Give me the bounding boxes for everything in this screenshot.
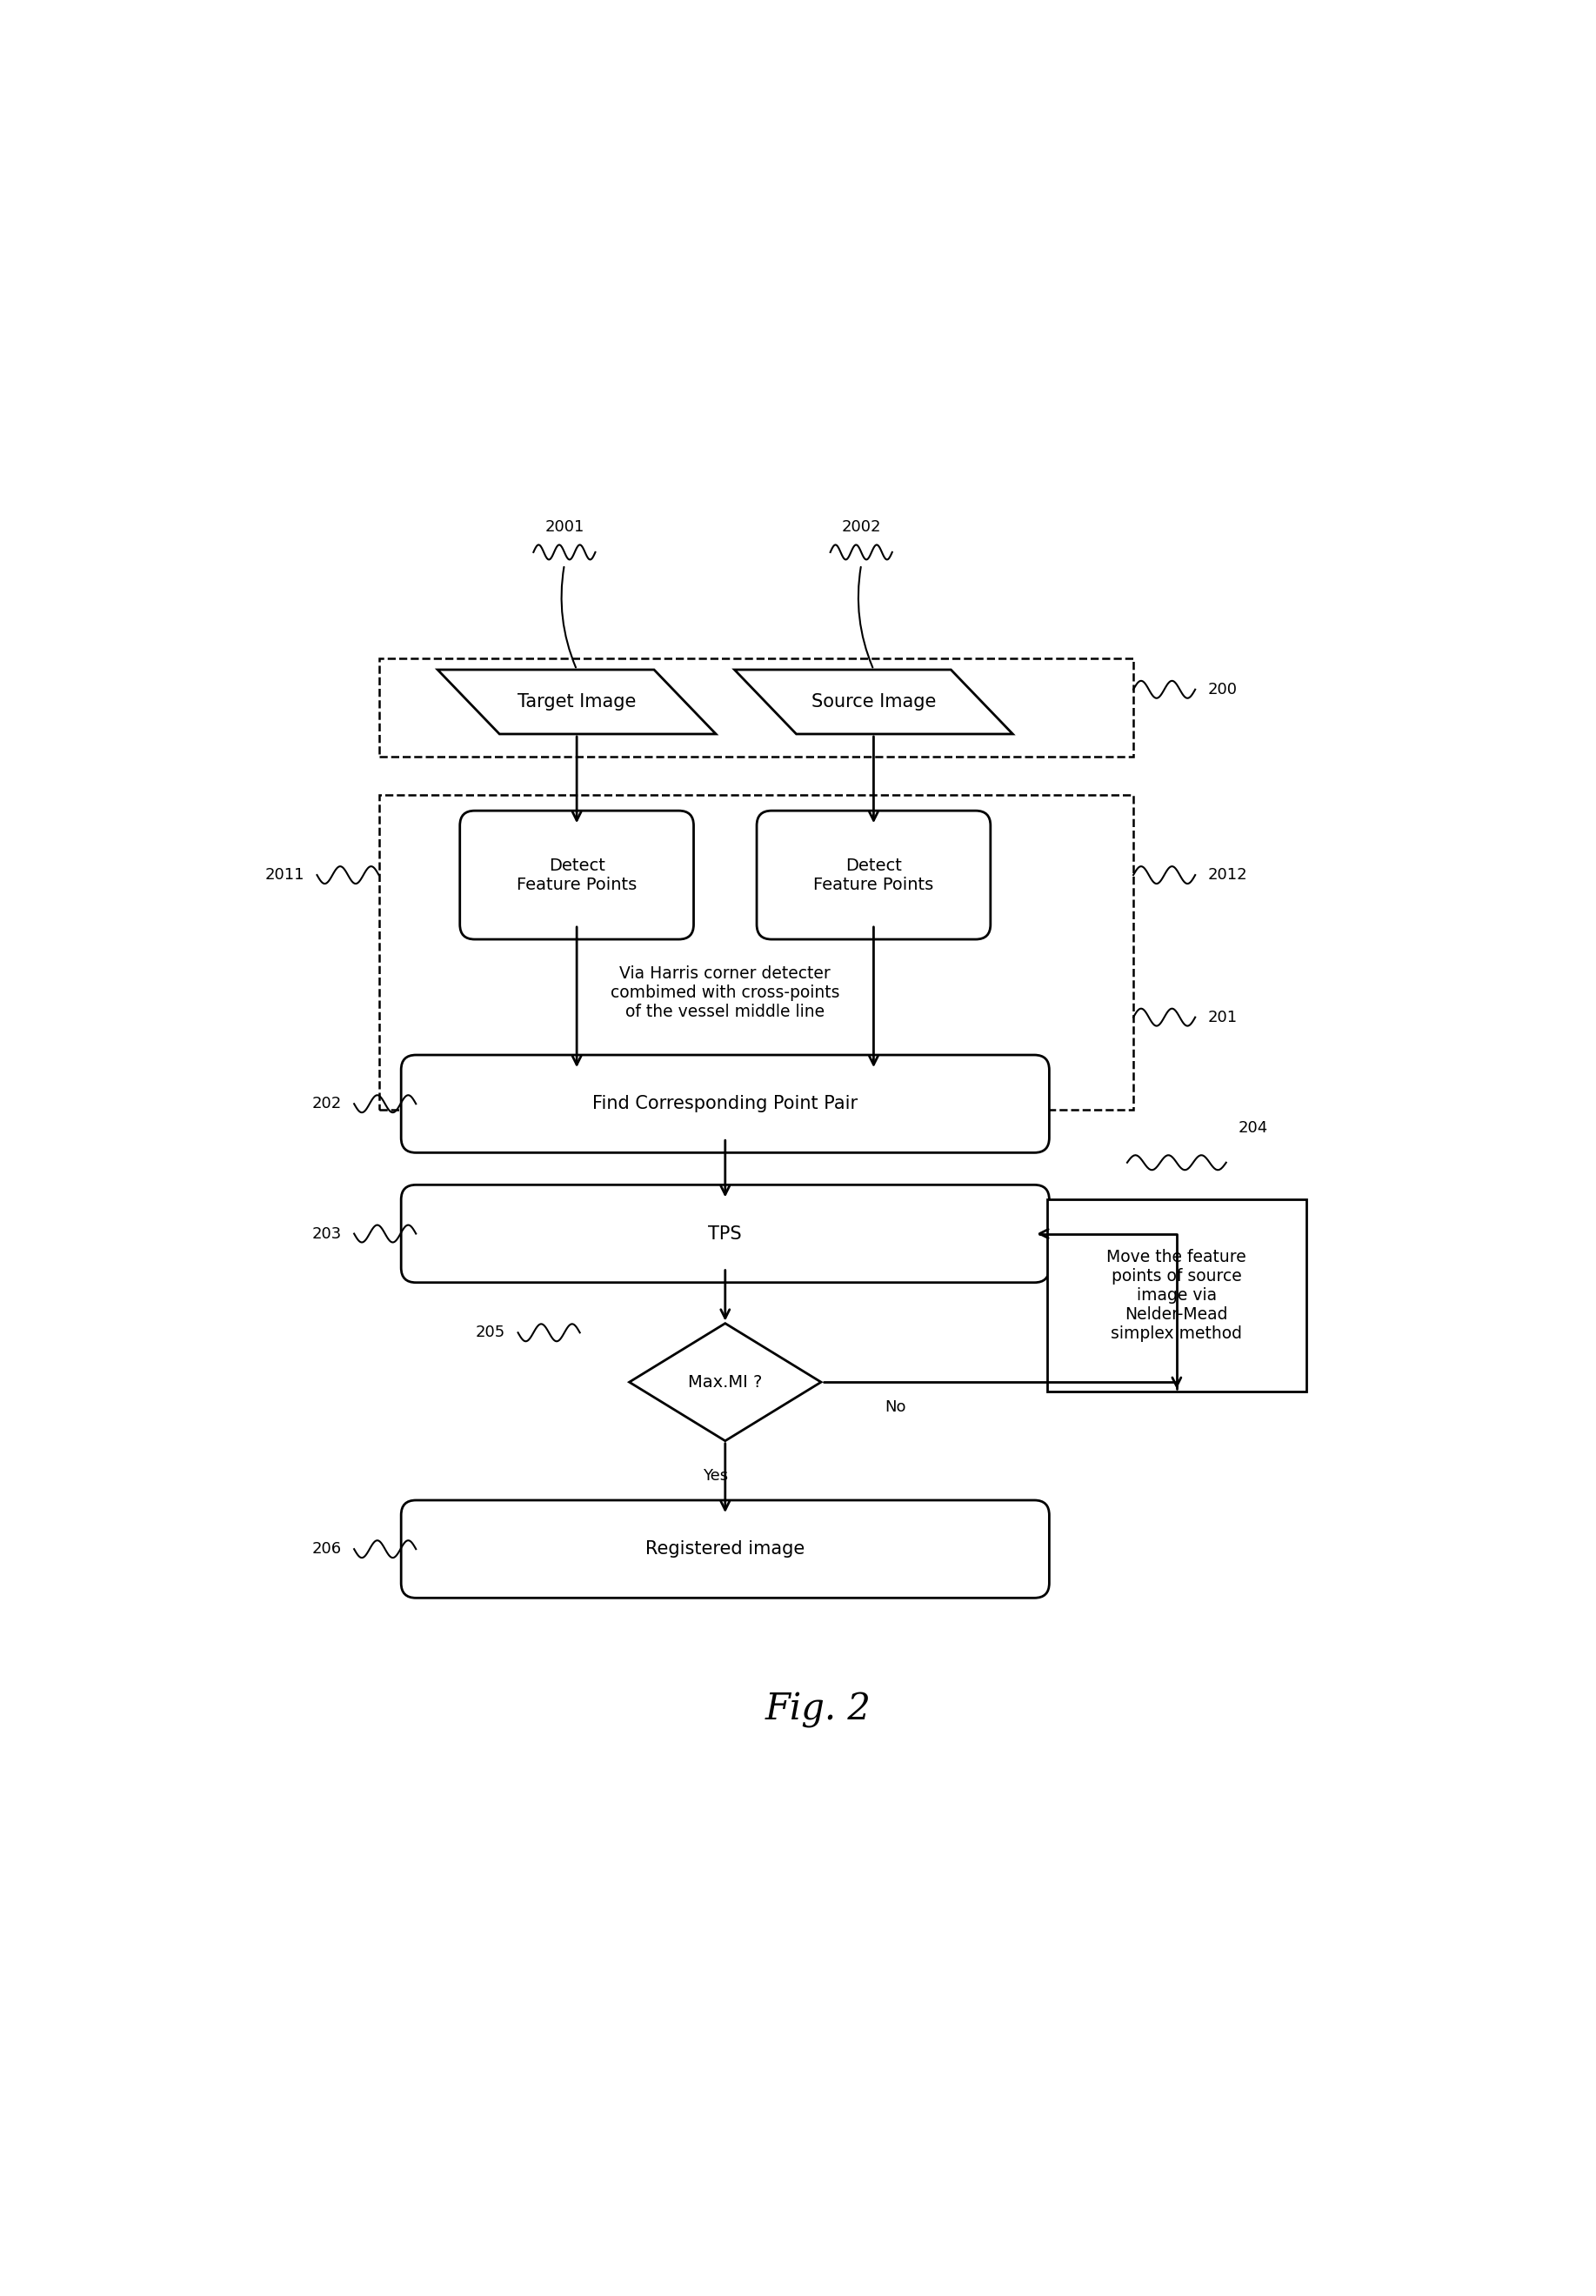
Text: TPS: TPS: [709, 1226, 742, 1242]
Text: 205: 205: [476, 1325, 506, 1341]
Text: Fig. 2: Fig. 2: [764, 1692, 871, 1729]
Text: 203: 203: [311, 1226, 342, 1242]
Polygon shape: [734, 670, 1013, 735]
FancyBboxPatch shape: [401, 1499, 1049, 1598]
Text: Registered image: Registered image: [645, 1541, 804, 1557]
Text: 2011: 2011: [265, 868, 305, 884]
Text: Find Corresponding Point Pair: Find Corresponding Point Pair: [592, 1095, 859, 1114]
Bar: [1047, 1201, 1307, 1391]
Text: 202: 202: [311, 1095, 342, 1111]
Bar: [378, 659, 1133, 755]
Polygon shape: [437, 670, 717, 735]
Text: Via Harris corner detecter
combimed with cross-points
of the vessel middle line: Via Harris corner detecter combimed with…: [611, 964, 839, 1019]
Text: Yes: Yes: [702, 1467, 728, 1483]
Text: 200: 200: [1208, 682, 1237, 698]
FancyBboxPatch shape: [401, 1054, 1049, 1153]
Text: 2012: 2012: [1208, 868, 1246, 884]
FancyBboxPatch shape: [460, 810, 694, 939]
FancyBboxPatch shape: [401, 1185, 1049, 1283]
Bar: [378, 794, 1133, 1109]
Text: Max.MI ?: Max.MI ?: [688, 1373, 763, 1391]
Text: No: No: [884, 1398, 907, 1414]
Text: Move the feature
points of source
image via
Nelder-Mead
simplex method: Move the feature points of source image …: [1106, 1249, 1246, 1343]
Text: 201: 201: [1208, 1010, 1237, 1024]
Text: 2001: 2001: [544, 519, 584, 535]
Text: 2002: 2002: [841, 519, 881, 535]
FancyBboxPatch shape: [757, 810, 991, 939]
Text: Detect
Feature Points: Detect Feature Points: [814, 856, 934, 893]
Polygon shape: [629, 1322, 820, 1442]
Text: 204: 204: [1238, 1120, 1269, 1137]
Text: 206: 206: [313, 1541, 342, 1557]
Text: Source Image: Source Image: [811, 693, 935, 709]
Text: Target Image: Target Image: [517, 693, 637, 709]
Text: Detect
Feature Points: Detect Feature Points: [517, 856, 637, 893]
